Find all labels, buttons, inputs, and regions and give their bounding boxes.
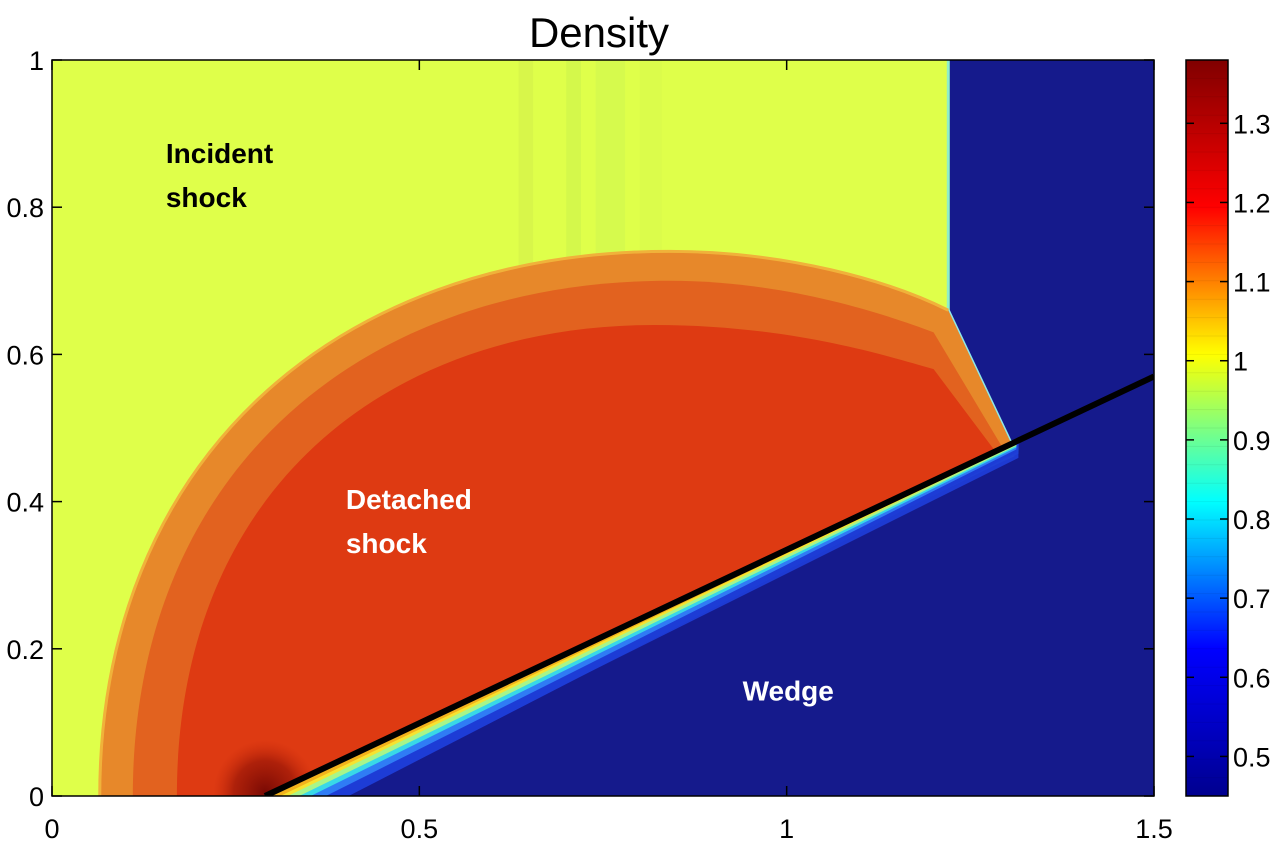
colorbar-tick-label: 0.9 <box>1233 426 1271 456</box>
annotation-line: Wedge <box>743 675 834 706</box>
colorbar-tick-label: 0.6 <box>1233 663 1271 693</box>
annotation-label: Detached shock <box>346 484 472 559</box>
y-tick-label: 0.8 <box>6 193 44 223</box>
y-tick-label: 0 <box>29 782 44 812</box>
colorbar-tick-label: 0.5 <box>1233 742 1271 772</box>
y-tick-label: 0.4 <box>6 488 44 518</box>
wedge-surface-line <box>263 373 1154 796</box>
annotation-line: shock <box>346 528 427 559</box>
colorbar-tick-label: 1.1 <box>1233 268 1271 298</box>
colorbar-tick-label: 1.2 <box>1233 188 1271 218</box>
flow-streak <box>595 60 626 267</box>
y-tick-label: 0.6 <box>6 340 44 370</box>
annotation-line: shock <box>166 182 247 213</box>
flow-streak <box>518 60 534 267</box>
plot-area <box>52 60 1154 796</box>
detached-shock-core <box>176 324 1001 796</box>
annotation-line: Detached <box>346 484 472 515</box>
plot-frame <box>51 59 1155 797</box>
y-axis: 0 0.2 0.4 0.6 0.8 1 <box>6 46 1154 812</box>
x-tick-label: 0.5 <box>401 814 439 844</box>
pre-shock-region <box>272 60 1154 796</box>
x-tick-label: 0 <box>44 814 59 844</box>
colorbar-tick-label: 0.8 <box>1233 505 1271 535</box>
annotation-label: Wedge <box>743 675 834 706</box>
flow-streak <box>639 60 662 267</box>
colorbar-tick-label: 1 <box>1233 347 1248 377</box>
x-axis: 0 0.5 1 1.5 <box>44 60 1173 844</box>
colorbar-frame <box>1185 59 1229 797</box>
detached-shock-front <box>98 249 949 796</box>
colorbar: 0.5 0.6 0.7 0.8 0.9 1 1.1 1.2 1.3 <box>1185 59 1271 797</box>
colorbar-tick-label: 0.7 <box>1233 584 1271 614</box>
chart-title: Density <box>529 9 669 56</box>
colorbar-gradient <box>1186 60 1228 796</box>
annotations: Incident shock Detached shock Wedge <box>166 138 834 706</box>
y-tick-label: 1 <box>29 46 44 76</box>
y-tick-label: 0.2 <box>6 635 44 665</box>
colorbar-tick-label: 1.3 <box>1233 109 1271 139</box>
annotation-label: Incident shock <box>166 138 273 213</box>
x-tick-label: 1 <box>779 814 794 844</box>
flow-streak <box>566 60 581 267</box>
x-tick-label: 1.5 <box>1135 814 1173 844</box>
annotation-line: Incident <box>166 138 273 169</box>
